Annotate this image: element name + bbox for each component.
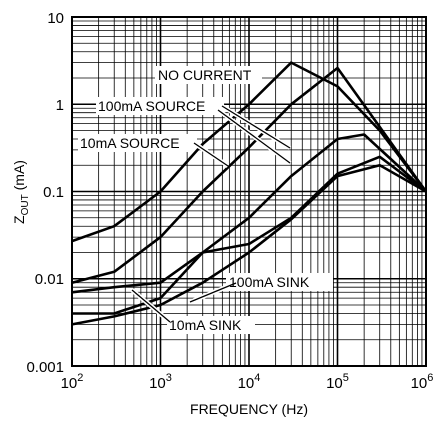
x-tick-label: 105 (326, 372, 349, 392)
annotation-100ma-sink: 100mA SINK (229, 274, 310, 290)
x-axis-title: FREQUENCY (Hz) (190, 401, 308, 417)
annotation-label-background (96, 97, 224, 115)
annotation-10ma-source: 10mA SOURCE (80, 135, 180, 151)
annotation-label-background (167, 316, 255, 334)
x-tick-label: 103 (149, 372, 172, 392)
leader-10ma-source (193, 142, 229, 167)
y-tick-label: 0.01 (35, 271, 64, 288)
annotation-label-background (226, 273, 333, 291)
series-lines (71, 61, 428, 326)
y-axis-title: ZOUT (mA) (11, 160, 31, 224)
annotation-leaders (130, 104, 292, 324)
leader-100ma-source (221, 105, 291, 149)
plot-frame (71, 16, 427, 367)
x-tick-label: 102 (61, 372, 84, 392)
annotation-label-backgrounds (78, 66, 333, 334)
leader-100ma-source-b (217, 109, 291, 164)
y-tick-label: 0.1 (43, 184, 64, 201)
y-tick-label: 1 (56, 97, 64, 114)
leader-10ma-sink (131, 289, 171, 323)
leader-100ma-sink (189, 282, 237, 303)
y-tick-label: 10 (47, 10, 64, 27)
annotation-10ma-sink: 10mA SINK (169, 317, 242, 333)
x-tick-label: 104 (238, 372, 261, 392)
annotation-label-background (78, 134, 197, 152)
annotation-no-current: NO CURRENT (158, 67, 252, 83)
x-tick-label: 106 (411, 372, 434, 392)
annotation-label-background (155, 66, 262, 84)
annotation-100ma-source: 100mA SOURCE (98, 98, 205, 114)
y-tick-label: 0.001 (26, 359, 64, 376)
